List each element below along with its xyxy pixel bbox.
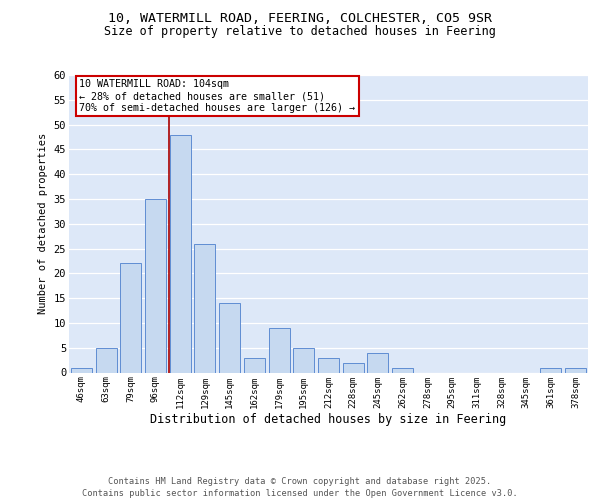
Bar [120, 264, 141, 372]
Bar [343, 362, 364, 372]
Bar [293, 348, 314, 372]
Bar [565, 368, 586, 372]
Y-axis label: Number of detached properties: Number of detached properties [38, 133, 48, 314]
Bar [95, 348, 116, 372]
Bar [541, 368, 562, 372]
Bar [219, 303, 240, 372]
Bar [145, 199, 166, 372]
Bar [194, 244, 215, 372]
Bar [71, 368, 92, 372]
Bar [244, 358, 265, 372]
Bar [269, 328, 290, 372]
X-axis label: Distribution of detached houses by size in Feering: Distribution of detached houses by size … [151, 413, 506, 426]
Text: 10 WATERMILL ROAD: 104sqm
← 28% of detached houses are smaller (51)
70% of semi-: 10 WATERMILL ROAD: 104sqm ← 28% of detac… [79, 80, 355, 112]
Bar [392, 368, 413, 372]
Bar [367, 352, 388, 372]
Bar [170, 134, 191, 372]
Bar [318, 358, 339, 372]
Text: 10, WATERMILL ROAD, FEERING, COLCHESTER, CO5 9SR: 10, WATERMILL ROAD, FEERING, COLCHESTER,… [108, 12, 492, 26]
Text: Size of property relative to detached houses in Feering: Size of property relative to detached ho… [104, 25, 496, 38]
Text: Contains HM Land Registry data © Crown copyright and database right 2025.
Contai: Contains HM Land Registry data © Crown c… [82, 476, 518, 498]
